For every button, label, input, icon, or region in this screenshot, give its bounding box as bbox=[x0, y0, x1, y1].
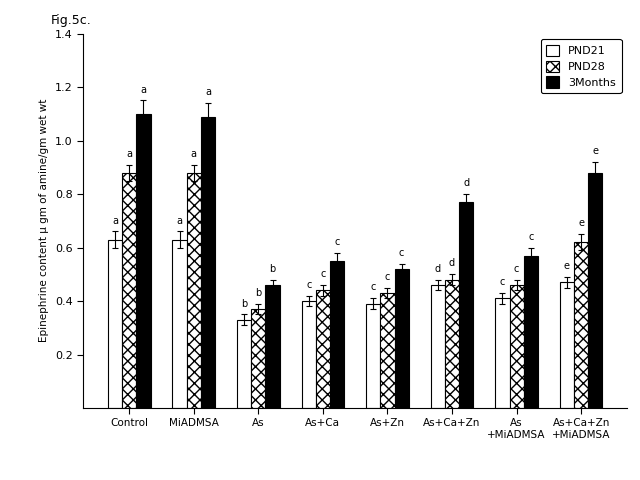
Bar bbox=[588, 173, 602, 408]
Text: c: c bbox=[320, 269, 326, 279]
Text: c: c bbox=[399, 248, 404, 258]
Bar bbox=[445, 280, 459, 408]
Text: d: d bbox=[435, 264, 441, 274]
Text: c: c bbox=[371, 282, 376, 292]
Text: c: c bbox=[335, 237, 340, 247]
Bar bbox=[301, 301, 316, 408]
Bar bbox=[495, 299, 509, 408]
Bar bbox=[252, 309, 266, 408]
Legend: PND21, PND28, 3Months: PND21, PND28, 3Months bbox=[541, 39, 621, 94]
Bar bbox=[459, 202, 474, 408]
Text: c: c bbox=[514, 264, 519, 274]
Text: Fig.5c.: Fig.5c. bbox=[51, 14, 92, 27]
Bar bbox=[395, 269, 409, 408]
Text: e: e bbox=[593, 146, 598, 156]
Text: b: b bbox=[269, 264, 276, 274]
Bar bbox=[509, 285, 524, 408]
Bar bbox=[173, 240, 187, 408]
Bar bbox=[574, 242, 588, 408]
Bar bbox=[237, 320, 252, 408]
Bar bbox=[187, 173, 201, 408]
Bar bbox=[266, 285, 280, 408]
Bar bbox=[330, 261, 344, 408]
Text: a: a bbox=[126, 149, 132, 159]
Bar bbox=[431, 285, 445, 408]
Bar bbox=[122, 173, 136, 408]
Text: e: e bbox=[564, 261, 570, 271]
Bar bbox=[108, 240, 122, 408]
Text: c: c bbox=[528, 232, 534, 241]
Text: b: b bbox=[255, 288, 262, 298]
Text: c: c bbox=[500, 277, 505, 287]
Text: a: a bbox=[112, 216, 118, 226]
Bar bbox=[560, 282, 574, 408]
Text: a: a bbox=[205, 87, 211, 97]
Text: d: d bbox=[463, 178, 469, 188]
Bar bbox=[366, 304, 380, 408]
Bar bbox=[201, 117, 215, 408]
Text: d: d bbox=[449, 258, 455, 268]
Text: a: a bbox=[140, 84, 147, 95]
Text: a: a bbox=[177, 216, 182, 226]
Y-axis label: Epinephrine content μ gm of amine/gm wet wt: Epinephrine content μ gm of amine/gm wet… bbox=[40, 99, 49, 343]
Text: c: c bbox=[306, 280, 312, 290]
Bar bbox=[316, 290, 330, 408]
Text: a: a bbox=[191, 149, 196, 159]
Bar bbox=[380, 293, 395, 408]
Bar bbox=[524, 255, 538, 408]
Text: c: c bbox=[385, 272, 390, 282]
Text: b: b bbox=[241, 299, 247, 309]
Bar bbox=[136, 114, 150, 408]
Text: e: e bbox=[578, 218, 584, 228]
